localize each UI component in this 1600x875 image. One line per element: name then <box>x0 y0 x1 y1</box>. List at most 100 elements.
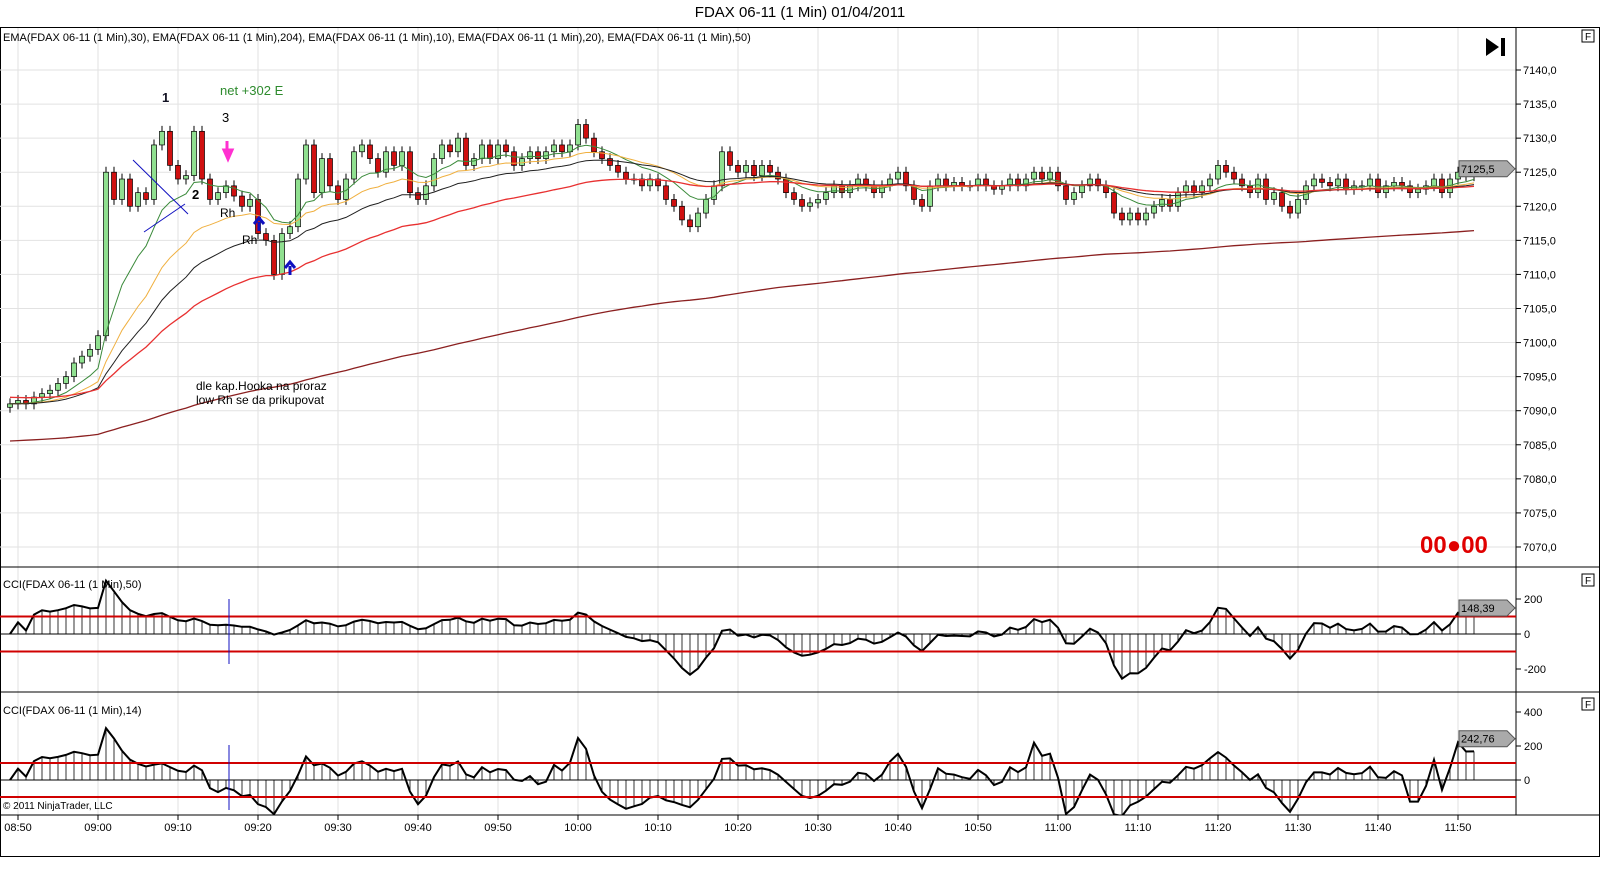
time-tick-label: 10:40 <box>884 822 912 834</box>
candle <box>759 165 765 176</box>
candle <box>415 192 421 200</box>
candle <box>583 124 589 139</box>
candle <box>1175 192 1181 207</box>
cci50-plot <box>0 578 1516 681</box>
candle <box>671 199 677 207</box>
time-tick-label: 11:30 <box>1285 822 1312 834</box>
candle <box>1143 212 1149 221</box>
candle <box>599 151 605 159</box>
candle <box>279 233 285 275</box>
time-tick-label: 11:10 <box>1125 822 1152 834</box>
candle <box>735 165 741 173</box>
candle <box>527 151 533 159</box>
candle <box>1159 199 1165 207</box>
candle <box>823 192 829 200</box>
candle <box>679 205 685 221</box>
time-tick-label: 10:30 <box>804 822 832 834</box>
time-tick-label: 10:10 <box>644 822 672 834</box>
annotation-1: 1 <box>162 90 170 105</box>
candle <box>1335 178 1341 187</box>
candle <box>687 219 693 228</box>
price-tick-label: 7125,0 <box>1523 167 1557 179</box>
candle <box>295 178 301 228</box>
candle <box>1119 212 1125 221</box>
candle <box>447 144 453 153</box>
candle <box>1223 165 1229 173</box>
candle <box>439 144 445 159</box>
ema-50-line <box>9 178 1475 399</box>
candle <box>495 144 501 159</box>
candle <box>271 240 277 275</box>
candle <box>399 151 405 166</box>
candle <box>503 144 509 153</box>
panel-button-label: F <box>1585 32 1591 43</box>
cci14-last-label: 242,76 <box>1461 734 1495 746</box>
cci50-line <box>9 578 1475 681</box>
ema-10-line <box>9 144 1475 405</box>
candle <box>79 355 85 364</box>
time-tick-label: 09:20 <box>244 822 272 834</box>
candle <box>1399 182 1405 187</box>
candle <box>119 178 125 200</box>
time-tick-label: 10:50 <box>964 822 992 834</box>
annotation-3: 3 <box>222 110 230 125</box>
time-tick-label: 08:50 <box>4 822 32 834</box>
cci14-plot <box>0 726 1516 815</box>
trendline <box>132 159 189 215</box>
candle <box>351 151 357 180</box>
price-tick-label: 7140,0 <box>1523 65 1557 77</box>
candle <box>1031 171 1037 180</box>
candle <box>1039 171 1045 180</box>
time-tick-label: 10:20 <box>724 822 752 834</box>
candle <box>1071 192 1077 200</box>
candle <box>287 226 293 234</box>
candle <box>327 158 333 187</box>
candle <box>1431 178 1437 187</box>
trendline <box>143 203 186 233</box>
candle <box>263 233 269 241</box>
time-tick-label: 09:40 <box>404 822 432 834</box>
candle <box>47 389 53 395</box>
main-legend: EMA(FDAX 06-11 (1 Min),30), EMA(FDAX 06-… <box>3 32 751 44</box>
candle <box>1295 199 1301 214</box>
candle <box>663 185 669 200</box>
candle <box>143 192 149 200</box>
cci14-last-marker <box>1458 730 1516 748</box>
candle <box>743 165 749 173</box>
price-tick-label: 7095,0 <box>1523 372 1557 384</box>
annotation-rh-2: Rh <box>242 233 258 247</box>
candle <box>511 151 517 166</box>
candle <box>1439 178 1445 194</box>
panel-button <box>1581 697 1595 711</box>
candle <box>919 199 925 207</box>
panel-button-label: F <box>1585 576 1591 587</box>
cci50-tick-label: 200 <box>1524 594 1542 606</box>
annotation-net: net +302 E <box>220 83 284 98</box>
candle <box>375 158 381 173</box>
candle <box>1183 185 1189 194</box>
candle <box>1231 171 1237 180</box>
candle <box>591 137 597 153</box>
time-tick-label: 10:00 <box>564 822 592 834</box>
candle <box>935 178 941 187</box>
price-tick-label: 7135,0 <box>1523 99 1557 111</box>
price-tick-label: 7085,0 <box>1523 440 1557 452</box>
candle <box>1367 178 1373 187</box>
bar-timer: 00●00 <box>1420 532 1488 559</box>
candle <box>623 171 629 180</box>
candle <box>151 144 157 200</box>
candle <box>1151 205 1157 214</box>
price-tick-label: 7070,0 <box>1523 542 1557 554</box>
candle <box>391 151 397 166</box>
scroll-to-end-icon <box>1486 38 1505 56</box>
time-tick-label: 09:50 <box>484 822 512 834</box>
candle <box>455 137 461 153</box>
candle <box>63 376 69 384</box>
candle <box>167 130 173 166</box>
price-tick-label: 7115,0 <box>1523 235 1556 247</box>
candle <box>7 403 13 408</box>
panel-button-label: F <box>1585 700 1591 711</box>
cci50-tick-label: -200 <box>1524 664 1546 676</box>
